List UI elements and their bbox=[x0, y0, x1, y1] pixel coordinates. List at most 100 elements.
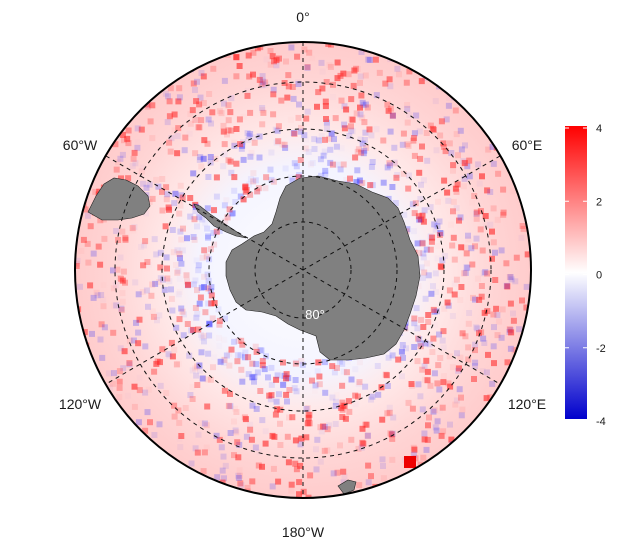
anomaly-cell bbox=[126, 361, 133, 368]
anomaly-cell bbox=[268, 381, 275, 388]
anomaly-cell bbox=[340, 468, 347, 475]
anomaly-cell bbox=[184, 321, 191, 327]
anomaly-cell bbox=[248, 149, 255, 156]
anomaly-cell bbox=[239, 378, 246, 385]
anomaly-cell bbox=[404, 119, 411, 126]
anomaly-cell bbox=[476, 330, 482, 337]
anomaly-cell bbox=[508, 276, 515, 283]
anomaly-cell bbox=[258, 81, 265, 87]
anomaly-cell bbox=[232, 199, 239, 205]
anomaly-cell bbox=[233, 73, 240, 80]
anomaly-cell bbox=[472, 359, 479, 366]
anomaly-cell bbox=[157, 264, 164, 271]
anomaly-cell bbox=[157, 359, 163, 366]
anomaly-cell bbox=[388, 431, 395, 438]
anomaly-cell bbox=[394, 65, 401, 72]
anomaly-cell bbox=[194, 223, 200, 230]
anomaly-cell bbox=[351, 67, 358, 74]
anomaly-cell bbox=[423, 357, 430, 364]
anomaly-cell bbox=[236, 472, 243, 479]
anomaly-cell bbox=[419, 366, 426, 373]
anomaly-cell bbox=[445, 302, 452, 309]
anomaly-cell bbox=[430, 283, 436, 290]
anomaly-cell bbox=[385, 107, 392, 114]
anomaly-cell bbox=[257, 347, 264, 354]
anomaly-cell bbox=[457, 127, 464, 134]
anomaly-cell bbox=[387, 162, 393, 169]
anomaly-cell bbox=[440, 428, 447, 435]
anomaly-cell bbox=[274, 127, 281, 134]
anomaly-cell bbox=[179, 247, 186, 254]
anomaly-cell bbox=[169, 307, 176, 314]
anomaly-cell bbox=[228, 95, 235, 102]
anomaly-cell bbox=[433, 427, 440, 434]
anomaly-cell bbox=[236, 63, 243, 69]
anomaly-cell bbox=[175, 98, 182, 105]
anomaly-cell bbox=[417, 340, 424, 347]
anomaly-cell bbox=[192, 150, 199, 157]
anomaly-cell bbox=[487, 221, 494, 228]
anomaly-cell bbox=[89, 330, 95, 337]
anomaly-cell bbox=[459, 330, 466, 337]
anomaly-cell bbox=[321, 424, 328, 430]
anomaly-cell bbox=[177, 276, 183, 282]
anomaly-cell bbox=[352, 154, 359, 161]
anomaly-cell bbox=[284, 398, 290, 405]
anomaly-cell bbox=[362, 72, 369, 79]
anomaly-cell bbox=[434, 243, 440, 249]
anomaly-cell bbox=[408, 381, 415, 387]
anomaly-cell bbox=[195, 124, 202, 131]
anomaly-cell bbox=[431, 370, 438, 377]
anomaly-cell bbox=[220, 163, 227, 170]
anomaly-cell bbox=[209, 109, 216, 116]
anomaly-cell bbox=[292, 437, 299, 444]
anomaly-cell bbox=[297, 157, 304, 163]
anomaly-cell bbox=[346, 408, 353, 415]
anomaly-cell bbox=[164, 191, 171, 198]
anomaly-cell bbox=[304, 64, 311, 70]
anomaly-cell bbox=[304, 420, 311, 427]
anomaly-cell bbox=[492, 277, 499, 283]
anomaly-cell bbox=[448, 103, 454, 109]
anomaly-cell bbox=[194, 287, 200, 294]
anomaly-cell bbox=[254, 45, 261, 52]
anomaly-cell bbox=[98, 292, 105, 298]
anomaly-cell bbox=[288, 117, 294, 123]
anomaly-cell bbox=[446, 140, 453, 147]
anomaly-cell bbox=[485, 351, 491, 358]
anomaly-cell bbox=[456, 386, 463, 393]
anomaly-cell bbox=[156, 279, 163, 285]
anomaly-cell bbox=[285, 83, 292, 90]
anomaly-cell bbox=[234, 352, 241, 359]
anomaly-cell bbox=[439, 337, 446, 344]
anomaly-cell bbox=[137, 375, 143, 381]
anomaly-cell bbox=[410, 451, 417, 458]
anomaly-cell bbox=[195, 326, 202, 333]
anomaly-cell bbox=[231, 452, 237, 459]
anomaly-cell bbox=[313, 446, 319, 453]
anomaly-cell bbox=[165, 93, 171, 100]
anomaly-cell bbox=[134, 144, 141, 151]
anomaly-cell bbox=[294, 53, 301, 60]
anomaly-cell bbox=[132, 279, 139, 286]
anomaly-cell bbox=[242, 184, 249, 191]
anomaly-cell bbox=[316, 373, 323, 380]
anomaly-cell bbox=[482, 269, 489, 276]
anomaly-cell bbox=[149, 102, 156, 109]
anomaly-cell bbox=[211, 300, 218, 307]
anomaly-cell bbox=[194, 310, 201, 317]
anomaly-cell bbox=[399, 342, 406, 348]
anomaly-cell bbox=[421, 269, 428, 276]
anomaly-cell bbox=[401, 211, 408, 218]
anomaly-cell bbox=[218, 110, 225, 117]
anomaly-cell bbox=[197, 94, 204, 101]
anomaly-cell bbox=[471, 363, 478, 369]
anomaly-cell bbox=[376, 69, 383, 76]
anomaly-cell bbox=[242, 184, 249, 191]
anomaly-cell bbox=[518, 234, 525, 241]
anomaly-cell bbox=[118, 175, 124, 182]
anomaly-cell bbox=[473, 209, 480, 216]
anomaly-cell bbox=[126, 360, 133, 366]
anomaly-cell bbox=[130, 228, 136, 234]
anomaly-cell bbox=[289, 177, 296, 184]
